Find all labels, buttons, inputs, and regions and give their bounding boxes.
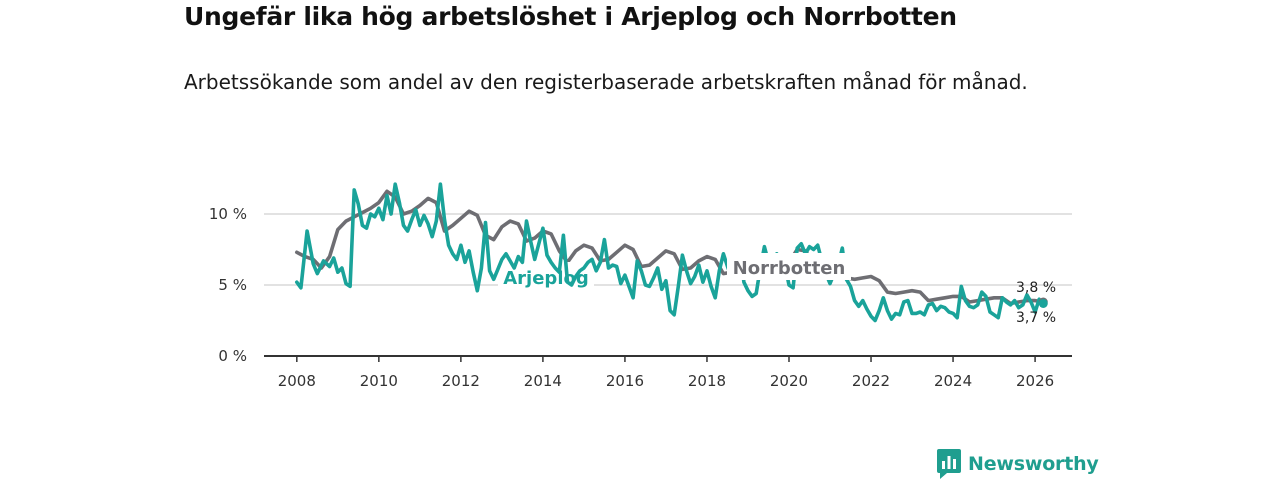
chart-subtitle: Arbetssökande som andel av den registerb… (184, 70, 1028, 94)
x-tick-label: 2016 (606, 372, 644, 390)
x-tick-label: 2010 (360, 372, 398, 390)
series-line-arjeplog (295, 182, 738, 317)
label-backdrop-norrbotten (727, 253, 851, 280)
x-tick-label: 2018 (688, 372, 726, 390)
end-label-norrbotten: 3,8 % (1016, 280, 1056, 296)
series-line-arjeplog (740, 242, 1046, 323)
series-line-norrbotten (295, 189, 1046, 306)
series-label-norrbotten: Norrbotten (733, 258, 846, 279)
brand-name: Newsworthy (968, 453, 1099, 475)
x-tick-label: 2022 (852, 372, 890, 390)
x-tick-label: 2020 (770, 372, 808, 390)
end-point-arjeplog (1038, 298, 1048, 308)
y-tick-label: 0 % (218, 347, 247, 365)
x-tick-label: 2014 (524, 372, 562, 390)
end-label-arjeplog: 3,7 % (1016, 310, 1056, 326)
newsworthy-logo-icon (937, 449, 961, 479)
x-tick-label: 2012 (442, 372, 480, 390)
brand-logo: Newsworthy (936, 447, 1099, 481)
series-label-arjeplog: Arjeplog (503, 268, 589, 289)
x-tick-label: 2008 (278, 372, 316, 390)
x-tick-label: 2026 (1016, 372, 1054, 390)
y-tick-label: 5 % (218, 276, 247, 294)
chart-title: Ungefär lika hög arbetslöshet i Arjeplog… (184, 2, 957, 31)
y-tick-label: 10 % (209, 205, 247, 223)
x-tick-label: 2024 (934, 372, 972, 390)
